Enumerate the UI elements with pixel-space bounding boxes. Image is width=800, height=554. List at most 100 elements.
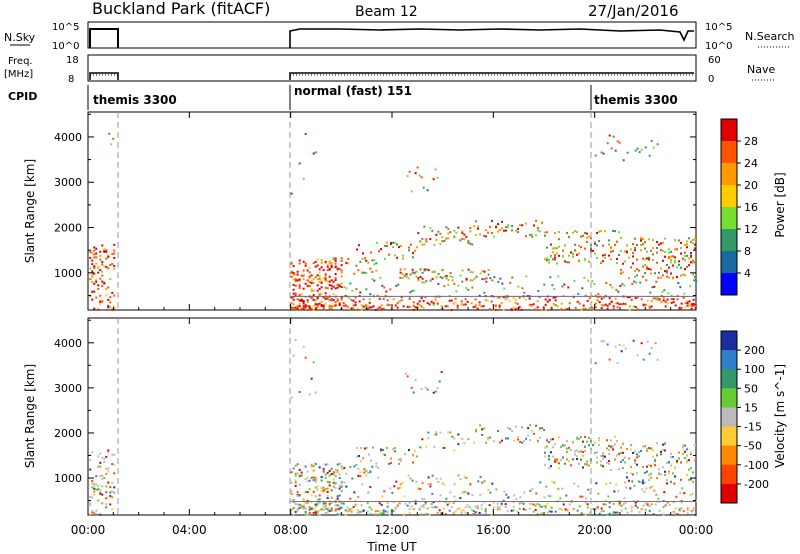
scatter-mark bbox=[384, 510, 387, 513]
scatter-mark bbox=[666, 298, 669, 301]
scatter-mark bbox=[362, 298, 365, 301]
scatter-mark bbox=[403, 274, 406, 277]
scatter-mark bbox=[294, 503, 297, 506]
scatter-mark bbox=[294, 474, 297, 477]
scatter-mark bbox=[390, 241, 392, 244]
scatter-mark bbox=[294, 479, 297, 482]
scatter-mark bbox=[674, 512, 677, 515]
scatter-mark bbox=[467, 268, 470, 271]
scatter-mark bbox=[664, 473, 666, 476]
scatter-mark bbox=[550, 305, 553, 308]
scatter-mark bbox=[686, 300, 689, 303]
scatter-mark bbox=[536, 513, 539, 516]
scatter-mark bbox=[632, 305, 635, 308]
scatter-mark bbox=[334, 279, 337, 282]
scatter-mark bbox=[340, 506, 343, 509]
scatter-mark bbox=[413, 289, 416, 292]
scatter-mark bbox=[572, 441, 574, 444]
scatter-mark bbox=[640, 249, 642, 252]
scatter-mark bbox=[372, 305, 375, 308]
scatter-mark bbox=[680, 461, 682, 464]
scatter-mark bbox=[340, 465, 343, 468]
scatter-mark bbox=[425, 280, 428, 283]
scatter-mark bbox=[585, 497, 588, 500]
scatter-mark bbox=[620, 303, 623, 306]
scatter-mark bbox=[89, 256, 92, 259]
scatter-mark bbox=[411, 271, 414, 274]
scatter-mark bbox=[334, 277, 337, 280]
scatter-mark bbox=[672, 264, 674, 267]
scatter-mark bbox=[642, 358, 645, 361]
scatter-mark bbox=[686, 454, 688, 457]
scatter-mark bbox=[616, 257, 618, 260]
scatter-mark bbox=[322, 490, 325, 493]
colorbar-swatch bbox=[721, 445, 737, 466]
scatter-mark bbox=[678, 509, 681, 512]
scatter-mark bbox=[465, 491, 468, 494]
scatter-mark bbox=[481, 481, 484, 484]
y-tick-label: 1000 bbox=[54, 267, 82, 280]
scatter-mark bbox=[376, 307, 379, 310]
scatter-mark bbox=[396, 302, 399, 305]
scatter-mark bbox=[93, 490, 96, 493]
scatter-mark bbox=[608, 243, 610, 246]
scatter-mark bbox=[363, 471, 366, 474]
nsky-tick-top: 10^5 bbox=[52, 22, 79, 33]
scatter-mark bbox=[497, 230, 500, 233]
scatter-mark bbox=[668, 461, 670, 464]
scatter-mark bbox=[610, 300, 613, 303]
scatter-mark bbox=[396, 504, 399, 507]
scatter-mark bbox=[103, 250, 106, 253]
scatter-mark bbox=[441, 240, 444, 243]
x-tick-label: 20:00 bbox=[577, 523, 612, 537]
scatter-mark bbox=[539, 481, 542, 484]
scatter-mark bbox=[540, 512, 543, 515]
scatter-mark bbox=[628, 308, 631, 311]
scatter-mark bbox=[600, 261, 602, 264]
scatter-mark bbox=[474, 298, 477, 301]
colorbar-tick-label: 8 bbox=[744, 245, 751, 258]
scatter-mark bbox=[318, 513, 321, 516]
scatter-mark bbox=[500, 503, 503, 506]
scatter-mark bbox=[642, 504, 645, 507]
scatter-mark bbox=[443, 446, 446, 449]
scatter-mark bbox=[652, 258, 654, 261]
scatter-mark bbox=[364, 304, 367, 307]
scatter-mark bbox=[386, 241, 388, 244]
scatter-mark bbox=[652, 455, 654, 458]
scatter-mark bbox=[336, 495, 339, 498]
scatter-mark bbox=[640, 298, 643, 301]
scatter-mark bbox=[103, 461, 106, 464]
scatter-mark bbox=[584, 445, 586, 448]
scatter-mark bbox=[314, 391, 317, 394]
scatter-mark bbox=[294, 292, 297, 295]
scatter-mark bbox=[431, 271, 434, 274]
scatter-mark bbox=[533, 224, 536, 227]
scatter-mark bbox=[460, 300, 463, 303]
scatter-mark bbox=[602, 340, 605, 343]
scatter-mark bbox=[391, 491, 394, 494]
scatter-mark bbox=[692, 259, 694, 262]
scatter-mark bbox=[294, 278, 297, 281]
scatter-mark bbox=[320, 479, 323, 482]
scatter-mark bbox=[626, 471, 628, 474]
scatter-mark bbox=[431, 474, 434, 477]
scatter-mark bbox=[632, 339, 635, 342]
scatter-mark bbox=[320, 266, 323, 269]
scatter-mark bbox=[616, 140, 619, 143]
scatter-mark bbox=[376, 241, 378, 244]
scatter-mark bbox=[658, 472, 660, 475]
scatter-mark bbox=[345, 472, 348, 475]
scatter-mark bbox=[502, 295, 505, 298]
scatter-mark bbox=[320, 281, 323, 284]
scatter-mark bbox=[310, 287, 313, 290]
scatter-mark bbox=[421, 481, 424, 484]
scatter-mark bbox=[292, 283, 295, 286]
scatter-mark bbox=[638, 451, 640, 454]
colorbar-tick-label: 28 bbox=[744, 135, 758, 148]
scatter-mark bbox=[113, 252, 116, 255]
colorbar-tick-label: -200 bbox=[744, 478, 769, 491]
scatter-mark bbox=[692, 302, 695, 305]
scatter-mark bbox=[453, 449, 456, 452]
scatter-mark bbox=[294, 484, 297, 487]
